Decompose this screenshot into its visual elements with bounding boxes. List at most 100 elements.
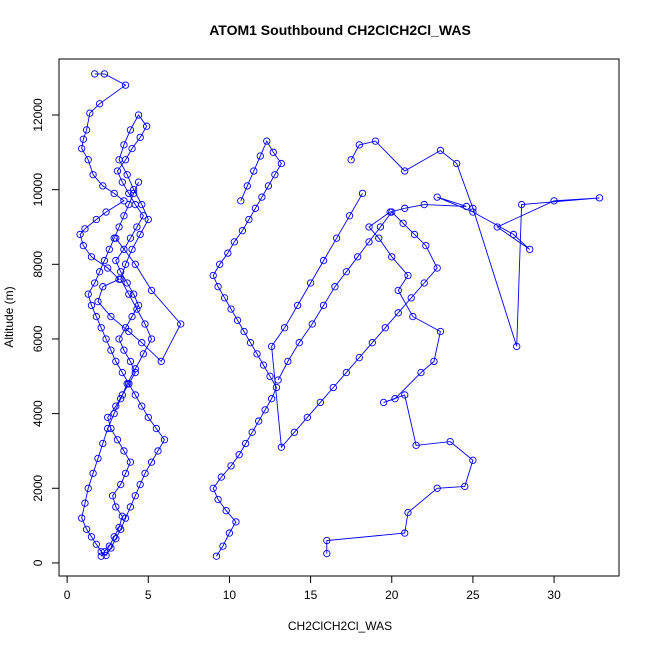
data-point: [82, 126, 91, 134]
data-point: [404, 508, 412, 517]
data-point: [110, 409, 118, 418]
data-point: [94, 297, 102, 306]
data-point: [139, 350, 148, 358]
data-point: [319, 256, 328, 265]
data-point: [112, 535, 120, 543]
data-point: [125, 327, 133, 336]
data-point: [100, 256, 109, 265]
data-point: [219, 542, 227, 550]
data-point: [550, 197, 558, 205]
data-point: [272, 383, 281, 392]
data-point: [237, 197, 245, 205]
data-point: [412, 441, 420, 450]
data-point: [417, 368, 425, 377]
y-tick-label: 8000: [31, 251, 45, 278]
data-point: [436, 146, 445, 155]
data-point: [222, 507, 230, 515]
data-point: [99, 439, 107, 448]
data-point: [92, 215, 100, 224]
data-point: [138, 339, 146, 347]
data-point: [143, 122, 151, 130]
data-point: [261, 406, 269, 414]
data-point: [126, 458, 135, 466]
data-point: [251, 204, 260, 212]
data-point: [120, 141, 128, 149]
data-point: [266, 372, 274, 380]
data-point: [117, 480, 125, 489]
data-point: [323, 549, 331, 558]
data-point: [258, 193, 266, 201]
data-point: [89, 469, 97, 477]
data-point: [407, 294, 415, 302]
data-point: [112, 357, 120, 366]
data-point: [118, 391, 126, 399]
data-point: [232, 518, 240, 526]
data-point: [245, 215, 253, 224]
data-point: [126, 503, 135, 511]
data-point: [121, 260, 130, 268]
data-point: [345, 212, 354, 220]
data-point: [131, 365, 139, 373]
data-point: [280, 324, 289, 332]
data-point: [97, 324, 105, 332]
data-point: [355, 141, 363, 149]
x-tick-label: 10: [223, 588, 237, 602]
data-point: [131, 492, 139, 500]
data-point: [509, 230, 518, 239]
x-axis-label: CH2ClCH2Cl_WAS: [288, 619, 392, 633]
series-line: [271, 193, 438, 449]
data-point: [112, 256, 120, 265]
data-point: [436, 327, 445, 336]
series-line: [81, 114, 166, 557]
data-point: [295, 339, 303, 347]
data-point: [82, 525, 91, 533]
data-point: [79, 135, 87, 143]
data-point: [303, 413, 311, 422]
data-point: [401, 391, 409, 399]
data-point: [342, 368, 350, 377]
data-point: [113, 167, 122, 175]
data-point: [227, 305, 235, 313]
data-point: [134, 178, 143, 186]
data-point: [264, 182, 273, 190]
data-point: [76, 230, 84, 239]
data-point: [308, 320, 316, 328]
data-point: [469, 456, 477, 464]
data-point: [225, 529, 234, 537]
data-point: [217, 473, 225, 481]
data-point: [255, 417, 263, 425]
data-point: [130, 189, 138, 198]
data-point: [125, 189, 133, 198]
data-point: [108, 492, 117, 500]
data-point: [433, 193, 441, 201]
data-point: [131, 260, 139, 268]
series-line: [212, 140, 282, 557]
data-point: [209, 271, 217, 280]
data-point: [141, 320, 149, 328]
data-point: [277, 159, 286, 168]
data-point: [379, 398, 388, 407]
data-point: [107, 544, 115, 552]
data-point: [342, 268, 350, 276]
data-point: [238, 227, 247, 235]
data-point: [446, 437, 454, 446]
series-layer: [76, 70, 604, 560]
data-point: [133, 305, 141, 313]
data-point: [493, 223, 501, 231]
data-point: [120, 197, 128, 205]
data-point: [214, 495, 222, 504]
data-point: [112, 402, 120, 410]
data-point: [154, 447, 162, 455]
data-point: [84, 484, 92, 492]
data-point: [394, 309, 402, 317]
data-point: [136, 480, 144, 489]
data-point: [233, 316, 242, 324]
data-point: [401, 529, 409, 537]
data-point: [100, 548, 109, 556]
data-point: [259, 361, 268, 369]
data-point: [95, 100, 104, 108]
data-point: [347, 156, 355, 164]
data-point: [469, 208, 477, 216]
data-point: [91, 70, 99, 78]
series-4: [323, 137, 604, 558]
